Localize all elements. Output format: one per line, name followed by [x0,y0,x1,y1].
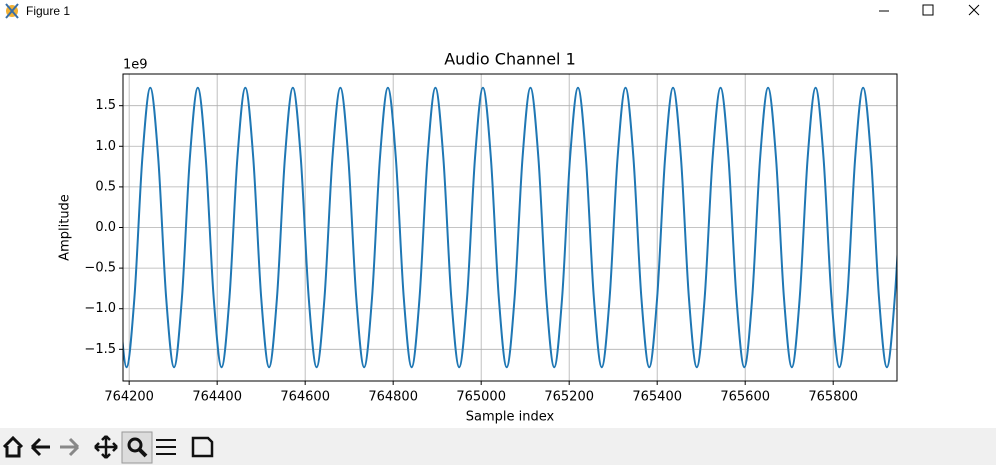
x-tick-label: 764600 [280,390,330,405]
chart: Audio Channel 1 Sample index Amplitude 1e9 7… [58,50,898,425]
y-tick-label: −1.5 [84,342,116,357]
x-tick-label: 765600 [720,390,770,405]
y-tick-label: −0.5 [84,261,116,276]
zoom-handle [137,447,148,458]
chart-title: Audio Channel 1 [444,50,576,69]
configure-button[interactable] [156,439,176,455]
x-tick-label: 765200 [544,390,594,405]
x-tick-label: 765400 [632,390,682,405]
close-button[interactable] [968,4,980,16]
x-tick-label: 764400 [192,390,242,405]
back-button[interactable] [30,437,50,457]
forward-button[interactable] [60,437,80,457]
maximize-button[interactable] [922,4,934,16]
zoom-button-active[interactable] [121,431,153,464]
save-button[interactable] [191,436,214,458]
y-offset-label: 1e9 [123,58,148,73]
window-title: Figure 1 [26,4,70,18]
y-tick-label: 1.5 [95,98,116,113]
y-axis-label: Amplitude [58,194,73,261]
plot-frame [122,73,898,382]
line-series [123,86,897,369]
pan-button[interactable] [94,435,118,459]
x-axis-label: Sample index [466,410,555,425]
y-tick-label: −1.0 [84,301,116,316]
app-icon [5,3,19,19]
zoom-icon [127,437,143,453]
x-tick-label: 765800 [808,390,858,405]
x-tick-label: 764800 [368,390,418,405]
y-tick-label: 1.0 [95,139,116,154]
x-tick-label: 765000 [456,390,506,405]
y-tick-label: 0.5 [95,179,116,194]
y-tick-label: 0.0 [95,220,116,235]
x-tick-label: 764200 [104,390,154,405]
title-bar [0,0,996,26]
home-button[interactable] [2,435,24,458]
